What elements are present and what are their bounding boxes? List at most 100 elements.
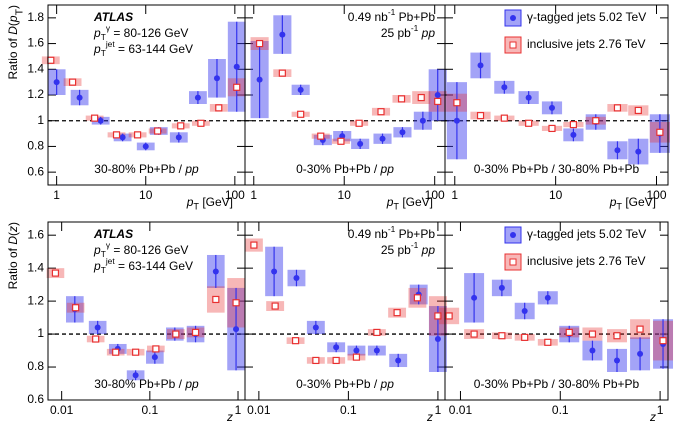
label-run: = 63-144 GeV — [115, 259, 193, 273]
marker — [417, 93, 425, 102]
marker — [172, 330, 180, 338]
marker — [393, 309, 401, 317]
x-tick-label: 0.1 — [552, 403, 569, 417]
legend-marker — [510, 15, 516, 21]
marker — [215, 104, 223, 112]
label-run: p — [609, 195, 617, 209]
x-tick-label: 10 — [549, 188, 563, 202]
label-run: 0.49 nb — [348, 10, 388, 24]
marker — [233, 63, 240, 70]
label-run: p — [6, 15, 20, 23]
x-tick-label: 0.1 — [141, 403, 158, 417]
label-run: z — [426, 410, 433, 424]
label-run: ( — [6, 232, 20, 236]
marker — [501, 84, 508, 91]
marker — [395, 357, 402, 364]
label-run: ) — [6, 5, 20, 9]
legend-label: inclusive jets 2.76 TeV — [527, 37, 646, 51]
marker — [53, 79, 60, 86]
marker — [152, 345, 160, 353]
label-run: [GeV] — [399, 195, 433, 209]
label: pT [GeV] — [386, 195, 433, 212]
label: 25 pb-1 pp — [381, 23, 436, 40]
label-run: T — [393, 202, 399, 212]
label-run: ATLAS — [93, 10, 133, 24]
marker — [613, 104, 622, 112]
label: z — [426, 410, 433, 424]
label: 0.49 nb-1 Pb+Pb — [348, 7, 436, 24]
label-run: T — [616, 202, 622, 212]
marker — [476, 111, 485, 120]
marker — [293, 275, 300, 282]
marker — [151, 354, 158, 361]
x-tick-label: 0.01 — [50, 403, 74, 417]
label-run: pp — [380, 377, 395, 391]
label: 25 pb-1 pp — [381, 240, 436, 257]
label-run: γ — [106, 23, 111, 33]
label: 30-80% Pb+Pb / pp — [94, 377, 199, 391]
marker — [47, 56, 55, 64]
marker — [291, 337, 300, 345]
label-run: 0.49 nb — [348, 227, 388, 241]
label-run: 0-30% Pb+Pb / — [296, 377, 380, 391]
marker — [213, 75, 220, 82]
marker — [212, 295, 220, 304]
label-run: p — [93, 259, 101, 273]
x-tick-label: 1 — [53, 188, 60, 202]
marker — [297, 86, 304, 93]
label-run: jet — [105, 256, 116, 266]
marker — [112, 131, 121, 139]
label: pTjet = 63-144 GeV — [93, 39, 193, 58]
label-run: = 80-126 GeV — [110, 26, 188, 40]
marker — [68, 78, 77, 86]
marker — [177, 122, 185, 130]
marker — [434, 97, 442, 106]
marker — [233, 83, 241, 91]
y-tick-label: 1.6 — [27, 36, 44, 50]
marker — [379, 135, 386, 142]
label-run: Ratio of — [6, 35, 20, 80]
label-run: γ — [106, 240, 111, 250]
label-run: -1 — [388, 224, 396, 234]
label-run: ATLAS — [93, 227, 133, 241]
label-run: 25 pb — [381, 243, 411, 257]
label-run: z — [226, 410, 233, 424]
label-run: Pb+Pb — [395, 227, 435, 241]
label-run: p — [93, 42, 101, 56]
marker — [132, 372, 139, 379]
label-run: z — [649, 410, 656, 424]
marker — [255, 39, 264, 48]
marker — [637, 350, 644, 357]
marker — [569, 120, 578, 129]
marker — [434, 312, 442, 320]
label: 30-80% Pb+Pb / pp — [94, 162, 199, 176]
label-run: pp — [184, 162, 199, 176]
label-run: D — [6, 26, 20, 35]
label-run: pp — [421, 26, 436, 40]
marker — [97, 117, 104, 124]
label-run: Ratio of — [6, 245, 20, 290]
legend-label: γ-tagged jets 5.02 TeV — [527, 10, 646, 24]
y-tick-label: 0.8 — [27, 139, 44, 153]
label-run: = 63-144 GeV — [115, 42, 193, 56]
label-run: ) — [6, 222, 20, 226]
label-run: T — [101, 249, 106, 259]
marker — [51, 269, 60, 277]
y-tick-label: 1 — [37, 113, 44, 127]
label-run: -1 — [411, 240, 419, 250]
marker — [634, 106, 642, 115]
marker — [399, 129, 406, 136]
label: 0-30% Pb+Pb / pp — [296, 377, 394, 391]
label: pTγ = 80-126 GeV — [93, 23, 188, 42]
x-tick-label: 1 — [235, 403, 242, 417]
marker — [498, 284, 505, 291]
marker — [279, 31, 286, 38]
label-run: T — [101, 48, 106, 58]
y-tick-label: 0.6 — [27, 392, 44, 406]
marker — [133, 131, 142, 139]
legend-marker — [510, 232, 516, 238]
legend-label: γ-tagged jets 5.02 TeV — [527, 227, 646, 241]
marker — [271, 268, 278, 275]
y-tick-label: 1.2 — [27, 293, 44, 307]
